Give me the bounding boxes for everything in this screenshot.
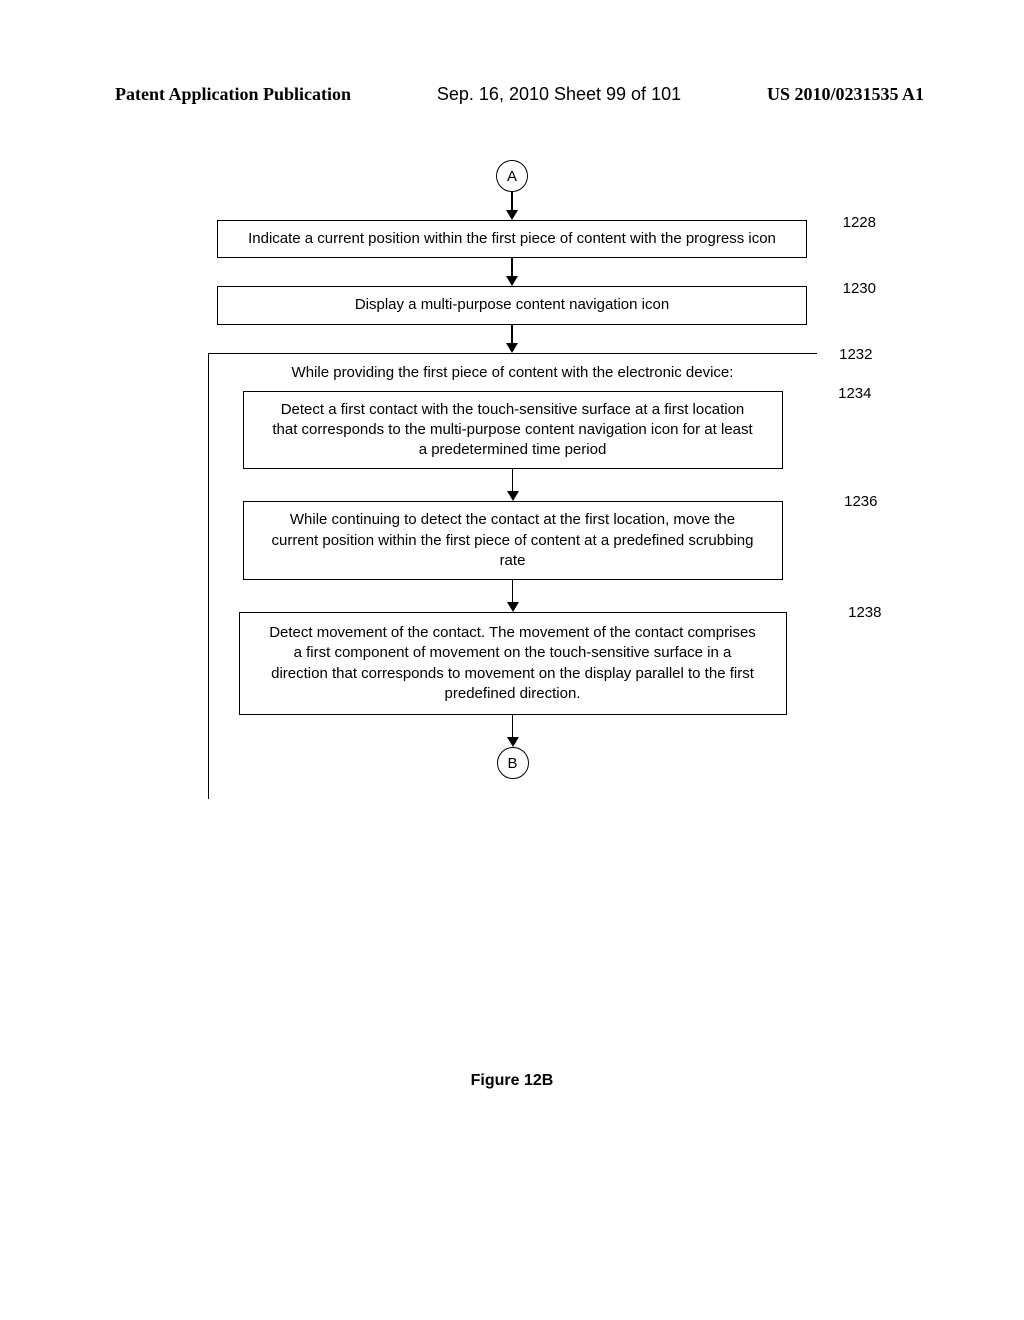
connector-b: B [497, 747, 529, 779]
box-1230-text: Display a multi-purpose content navigati… [355, 296, 669, 313]
header-left: Patent Application Publication [115, 84, 351, 105]
ref-1230: 1230 [843, 279, 876, 299]
arrow-icon [192, 325, 832, 353]
connector-b-label: B [507, 755, 517, 772]
ref-1238: 1238 [848, 603, 881, 623]
ref-1236: 1236 [844, 492, 877, 512]
box-1228-text: Indicate a current position within the f… [248, 230, 776, 247]
box-1232-label: While providing the first piece of conte… [223, 364, 803, 381]
box-1232-container: 1232 While providing the first piece of … [208, 353, 817, 800]
box-1238-text: Detect movement of the contact. The move… [269, 624, 756, 702]
header-right: US 2010/0231535 A1 [767, 84, 924, 105]
box-1236-text: While continuing to detect the contact a… [272, 511, 754, 569]
page: Patent Application Publication Sep. 16, … [0, 0, 1024, 1320]
arrow-icon [192, 192, 832, 220]
connector-a-label: A [507, 168, 517, 185]
arrow-icon [223, 469, 803, 501]
box-1230: Display a multi-purpose content navigati… [217, 286, 807, 324]
ref-1232: 1232 [839, 346, 872, 363]
box-1228: Indicate a current position within the f… [217, 220, 807, 258]
box-1236: While continuing to detect the contact a… [243, 501, 783, 580]
arrow-icon [223, 580, 803, 612]
connector-a: A [496, 160, 528, 192]
arrow-icon [223, 715, 803, 747]
ref-1234: 1234 [838, 384, 871, 404]
flowchart: A Indicate a current position within the… [192, 160, 832, 799]
figure-label: Figure 12B [0, 1072, 1024, 1090]
header-center: Sep. 16, 2010 Sheet 99 of 101 [437, 84, 681, 105]
arrow-icon [192, 258, 832, 286]
ref-1228: 1228 [843, 213, 876, 233]
page-header: Patent Application Publication Sep. 16, … [0, 84, 1024, 105]
box-1234-text: Detect a first contact with the touch-se… [272, 401, 752, 459]
box-1234: Detect a first contact with the touch-se… [243, 391, 783, 470]
box-1238: Detect movement of the contact. The move… [239, 612, 787, 715]
